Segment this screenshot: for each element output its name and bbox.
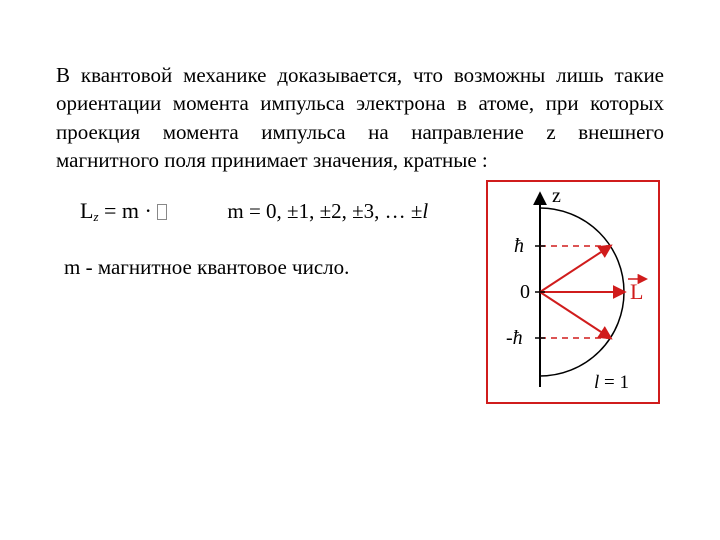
lz-eq: = m · [99, 198, 158, 223]
lz-formula: Lz = m · [80, 198, 167, 225]
svg-text:0: 0 [520, 281, 530, 303]
svg-text:ħ: ħ [514, 235, 524, 257]
m-values-l: l [422, 199, 428, 223]
figure-svg: z 0 ħ -ħ Ll = 1 [488, 182, 658, 402]
hbar-glyph-placeholder [157, 204, 167, 220]
intro-paragraph: В квантовой механике доказывается, что в… [56, 61, 664, 174]
svg-text:-ħ: -ħ [506, 327, 523, 349]
lz-lhs: L [80, 198, 93, 223]
svg-text:l = 1: l = 1 [594, 372, 629, 393]
m-values-main: m = 0, ±1, ±2, ±3, … ± [227, 199, 422, 223]
m-values: m = 0, ±1, ±2, ±3, … ±l [227, 199, 428, 224]
svg-text:L: L [630, 279, 643, 304]
svg-text:z: z [552, 185, 561, 207]
angular-momentum-figure: z 0 ħ -ħ Ll = 1 [486, 180, 660, 404]
